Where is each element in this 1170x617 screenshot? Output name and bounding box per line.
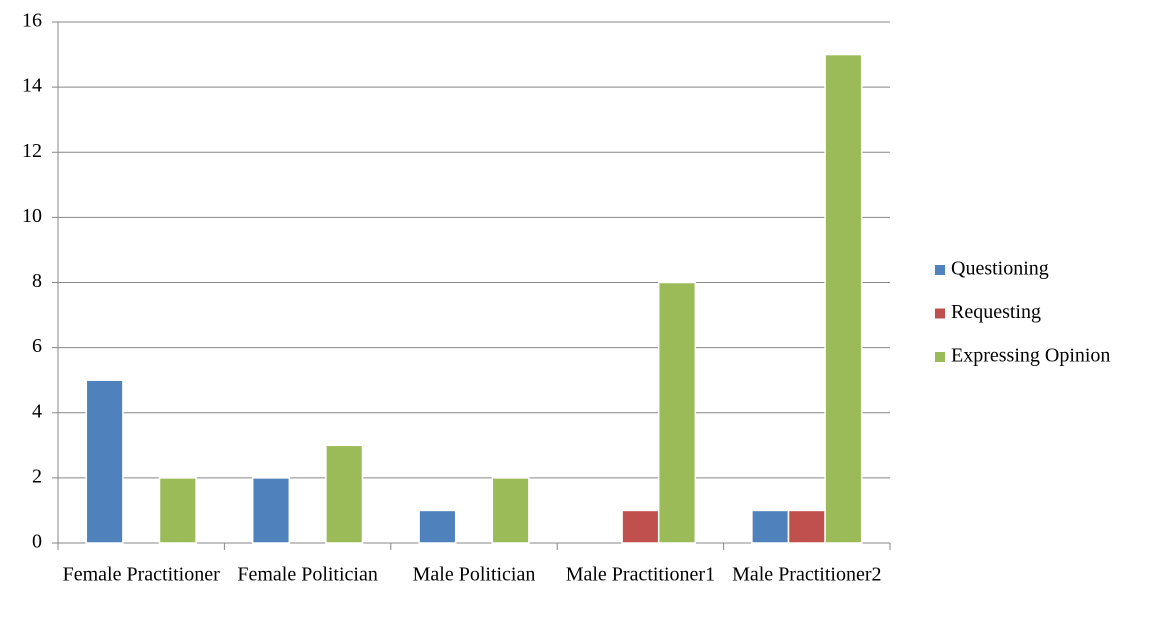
x-tick-label: Female Politician	[237, 564, 378, 586]
bar	[824, 53, 863, 544]
bar	[418, 509, 457, 544]
y-tick-label: 16	[22, 10, 42, 32]
y-tick-label: 12	[22, 140, 42, 162]
y-tick-label: 4	[32, 400, 42, 422]
bar	[621, 509, 660, 544]
bar	[751, 509, 790, 544]
bar	[657, 281, 697, 544]
legend-label: Questioning	[951, 258, 1049, 280]
bar	[325, 444, 364, 544]
legend-swatch	[935, 265, 945, 275]
x-tick-label: Male Practitioner1	[566, 564, 715, 586]
y-tick-label: 0	[32, 531, 42, 553]
y-tick-label: 8	[32, 270, 42, 292]
bar	[491, 477, 530, 544]
bar	[787, 509, 826, 544]
bar	[85, 379, 124, 544]
y-tick-label: 10	[22, 205, 42, 227]
y-tick-label: 6	[32, 335, 42, 357]
legend-swatch	[935, 352, 945, 362]
legend-label: Requesting	[951, 301, 1041, 323]
x-tick-label: Male Practitioner2	[732, 564, 881, 586]
legend-swatch	[935, 308, 945, 319]
x-tick-label: Male Politician	[413, 564, 536, 586]
x-tick-label: Female Practitioner	[63, 564, 221, 586]
legend-label: Expressing Opinion	[951, 345, 1110, 367]
bar	[251, 477, 291, 544]
bar	[158, 477, 197, 544]
y-tick-label: 14	[22, 75, 42, 97]
y-tick-label: 2	[32, 465, 42, 487]
